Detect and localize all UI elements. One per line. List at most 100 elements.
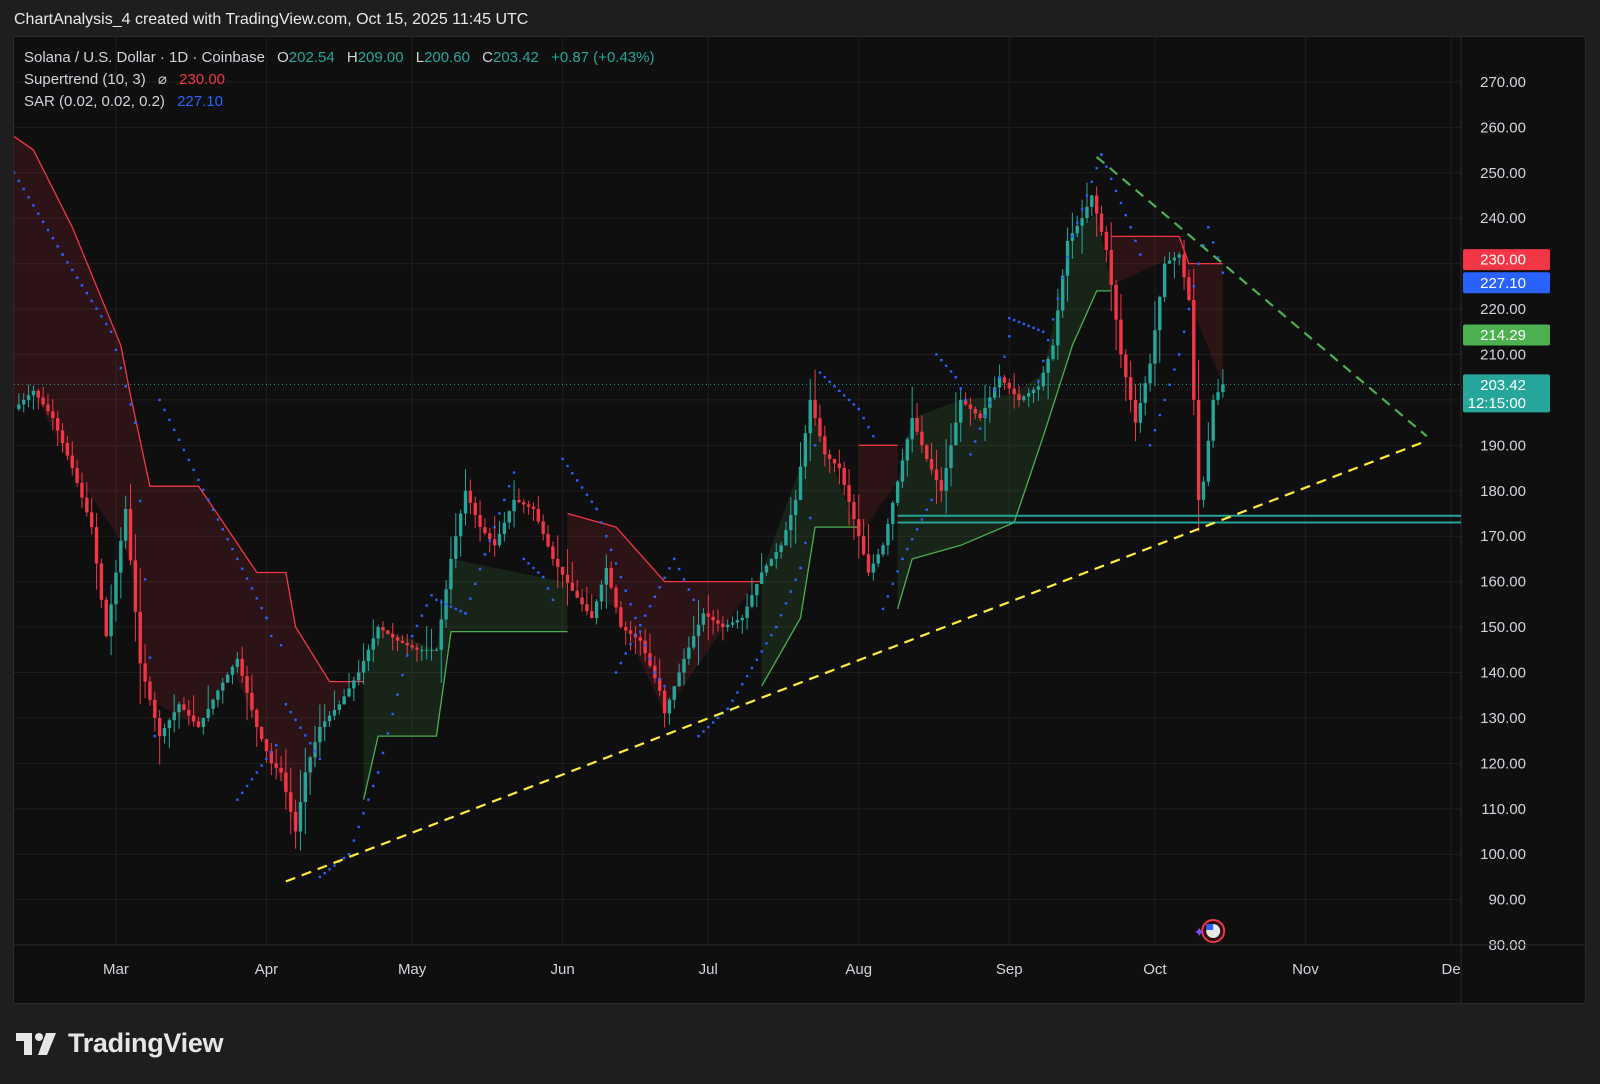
candle-up[interactable]	[347, 688, 351, 697]
candle-up[interactable]	[507, 511, 511, 523]
candle-down[interactable]	[157, 717, 162, 737]
candle-down[interactable]	[36, 390, 40, 398]
candle-down[interactable]	[182, 704, 186, 710]
candle-down[interactable]	[934, 469, 939, 481]
candle-up[interactable]	[692, 636, 696, 648]
candle-up[interactable]	[332, 709, 337, 716]
candle-down[interactable]	[517, 499, 521, 503]
candle-up[interactable]	[1022, 396, 1026, 400]
candle-up[interactable]	[1206, 440, 1211, 482]
candle-down[interactable]	[1128, 377, 1133, 400]
candle-up[interactable]	[677, 672, 681, 687]
candle-up[interactable]	[798, 466, 803, 500]
candle-down[interactable]	[575, 590, 579, 598]
candle-up[interactable]	[682, 658, 686, 673]
candle-up[interactable]	[886, 524, 890, 546]
candle-down[interactable]	[585, 604, 589, 612]
candle-up[interactable]	[774, 552, 778, 559]
candle-up[interactable]	[497, 533, 502, 546]
candle-up[interactable]	[420, 649, 424, 651]
candle-up[interactable]	[1143, 383, 1147, 403]
candle-down[interactable]	[624, 627, 628, 631]
candle-up[interactable]	[318, 726, 322, 743]
candle-up[interactable]	[594, 601, 599, 618]
candle-down[interactable]	[546, 533, 550, 547]
candle-down[interactable]	[866, 554, 871, 573]
candle-down[interactable]	[143, 663, 147, 682]
candle-up[interactable]	[1172, 257, 1177, 261]
candle-up[interactable]	[463, 490, 468, 514]
candle-down[interactable]	[978, 413, 982, 419]
candle-up[interactable]	[429, 649, 434, 651]
candle-down[interactable]	[386, 630, 390, 634]
candle-up[interactable]	[1211, 399, 1215, 441]
candle-down[interactable]	[94, 527, 99, 564]
candle-down[interactable]	[1124, 354, 1128, 378]
candle-up[interactable]	[225, 674, 230, 683]
candle-down[interactable]	[279, 767, 283, 773]
candle-down[interactable]	[473, 502, 477, 515]
candle-down[interactable]	[415, 647, 419, 650]
candle-up[interactable]	[357, 672, 361, 681]
candle-down[interactable]	[51, 411, 55, 419]
candle-up[interactable]	[1075, 225, 1079, 234]
candle-down[interactable]	[1182, 254, 1186, 278]
candle-up[interactable]	[109, 604, 113, 637]
candle-down[interactable]	[75, 468, 79, 483]
candle-down[interactable]	[488, 533, 492, 540]
candle-down[interactable]	[245, 675, 249, 693]
candle-down[interactable]	[614, 587, 618, 608]
candle-up[interactable]	[22, 399, 26, 405]
candle-up[interactable]	[891, 502, 895, 525]
candle-down[interactable]	[191, 715, 196, 722]
candle-down[interactable]	[716, 620, 720, 624]
candle-down[interactable]	[196, 721, 201, 727]
candle-down[interactable]	[531, 506, 536, 509]
candle-up[interactable]	[342, 696, 346, 705]
candle-up[interactable]	[206, 708, 210, 718]
candle-down[interactable]	[662, 690, 667, 714]
candle-up[interactable]	[1060, 275, 1065, 311]
candle-down[interactable]	[293, 811, 298, 832]
candle-up[interactable]	[449, 558, 453, 590]
candle-up[interactable]	[337, 704, 341, 710]
candle-down[interactable]	[638, 637, 642, 641]
candle-up[interactable]	[1162, 263, 1167, 297]
candle-up[interactable]	[599, 584, 604, 602]
candle-up[interactable]	[216, 690, 220, 700]
candle-up[interactable]	[808, 399, 812, 434]
candle-up[interactable]	[172, 712, 176, 721]
legend-symbol-row[interactable]: Solana / U.S. Dollar · 1D · Coinbase O20…	[24, 47, 654, 69]
candle-up[interactable]	[740, 617, 744, 621]
candle-down[interactable]	[80, 482, 84, 498]
candle-down[interactable]	[915, 418, 919, 432]
candle-down[interactable]	[813, 399, 817, 419]
legend-sar-row[interactable]: SAR (0.02, 0.02, 0.2) 227.10	[24, 91, 654, 113]
candle-down[interactable]	[269, 751, 274, 764]
candle-up[interactable]	[371, 638, 375, 650]
candle-down[interactable]	[153, 699, 157, 718]
candle-up[interactable]	[1051, 345, 1055, 360]
candle-up[interactable]	[1080, 218, 1084, 226]
candle-down[interactable]	[570, 582, 575, 591]
candle-down[interactable]	[478, 514, 482, 528]
candle-down[interactable]	[390, 633, 395, 638]
candle-down[interactable]	[609, 567, 613, 588]
candle-up[interactable]	[177, 704, 181, 713]
candle-down[interactable]	[55, 418, 60, 431]
candle-down[interactable]	[1114, 284, 1118, 320]
candle-down[interactable]	[148, 681, 152, 700]
candle-down[interactable]	[522, 502, 526, 505]
candle-up[interactable]	[201, 717, 206, 727]
candle-up[interactable]	[769, 558, 774, 566]
candle-up[interactable]	[512, 499, 516, 512]
candle-down[interactable]	[1104, 231, 1109, 250]
candle-up[interactable]	[1167, 260, 1172, 264]
candle-up[interactable]	[687, 647, 691, 659]
candle-down[interactable]	[1133, 399, 1138, 423]
candle-up[interactable]	[759, 572, 764, 584]
candle-up[interactable]	[1221, 384, 1225, 393]
candle-up[interactable]	[993, 387, 997, 398]
candle-down[interactable]	[259, 726, 264, 740]
candle-up[interactable]	[114, 572, 118, 605]
